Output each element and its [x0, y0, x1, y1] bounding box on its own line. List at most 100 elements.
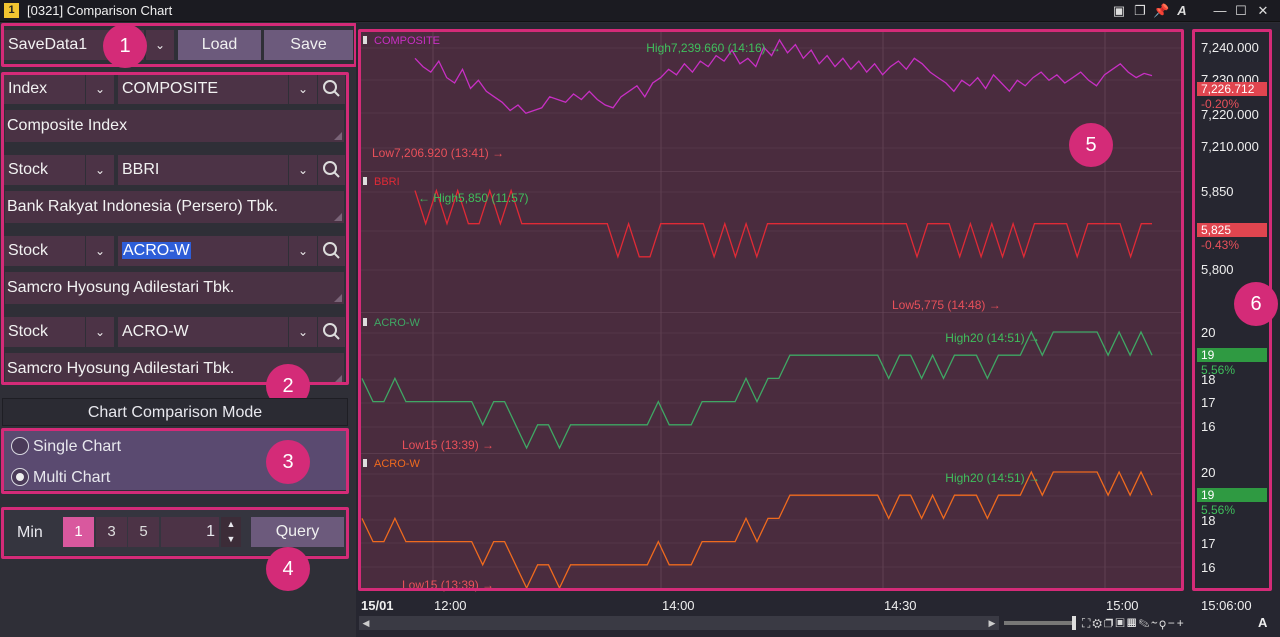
chart-pane-bg: [360, 454, 1182, 589]
interval-1-button[interactable]: 1: [63, 517, 94, 547]
min-label: Min: [17, 524, 43, 541]
y-tick: 17: [1201, 536, 1216, 551]
chevron-down-icon: ⌄: [154, 38, 166, 52]
x-tick: 12:00: [434, 598, 467, 613]
scroll-left-icon[interactable]: ◀: [362, 618, 370, 628]
multi-chart-label[interactable]: Multi Chart: [33, 469, 111, 486]
layout-icon[interactable]: ▣: [1112, 3, 1126, 18]
search-button-4[interactable]: [318, 317, 345, 347]
type-dropdown-1[interactable]: ⌄: [86, 74, 114, 104]
y-tick: 7,240.000: [1201, 40, 1259, 55]
name-display-2: Bank Rakyat Indonesia (Persero) Tbk.: [5, 191, 344, 223]
zoom-slider[interactable]: [1004, 621, 1074, 625]
type-select-2[interactable]: Stock: [4, 155, 85, 185]
window-title: [0321] Comparison Chart: [27, 3, 173, 18]
chevron-down-icon: ⌄: [94, 244, 106, 258]
x-tick: 15:00: [1106, 598, 1139, 613]
save-button[interactable]: Save: [264, 30, 353, 60]
pane-label-marker: [363, 177, 367, 185]
maximize-icon[interactable]: ☐: [1235, 3, 1247, 18]
chevron-down-icon: ⌄: [297, 82, 309, 96]
y-tick: 5,800: [1201, 262, 1234, 277]
search-button-2[interactable]: [318, 155, 345, 185]
high-annotation: High7,239.660 (14:16) →: [646, 41, 781, 55]
y-tick: 16: [1201, 419, 1216, 434]
single-chart-label[interactable]: Single Chart: [33, 438, 122, 455]
code-dropdown-1[interactable]: ⌄: [289, 74, 317, 104]
cursor-time-label: 15:06:00: [1201, 598, 1252, 613]
change-pct-acro-1: 5.56%: [1201, 363, 1236, 377]
pane-label-marker: [363, 318, 367, 326]
chevron-down-icon: ⌄: [94, 325, 106, 339]
type-select-4[interactable]: Stock: [4, 317, 85, 347]
close-icon[interactable]: ✕: [1257, 3, 1269, 18]
highlight-2: [1, 72, 349, 385]
pane-label: ACRO-W: [374, 317, 420, 329]
minimize-icon[interactable]: —: [1213, 3, 1227, 18]
code-dropdown-2[interactable]: ⌄: [289, 155, 317, 185]
x-tick: 14:30: [884, 598, 917, 613]
multi-chart-radio[interactable]: [11, 468, 29, 486]
code-dropdown-4[interactable]: ⌄: [289, 317, 317, 347]
code-input-4[interactable]: ACRO-W: [118, 317, 288, 347]
highlight-4: [1, 507, 349, 559]
series-line-2: [361, 330, 1153, 450]
highlight-3: [1, 428, 349, 494]
change-pct-composite: -0.20%: [1201, 97, 1240, 111]
search-button-1[interactable]: [318, 74, 345, 104]
font-icon[interactable]: A: [1177, 3, 1187, 18]
stepper-down-icon[interactable]: ▼: [221, 532, 241, 547]
search-button-3[interactable]: [318, 236, 345, 266]
low-annotation: Low15 (13:39) →: [402, 438, 494, 452]
high-annotation: ← High5,850 (11:57): [418, 191, 529, 205]
highlight-5: [358, 29, 1184, 591]
code-input-3[interactable]: ACRO-W: [118, 236, 288, 266]
y-tick: 17: [1201, 395, 1216, 410]
scroll-right-icon[interactable]: ▶: [988, 618, 996, 628]
code-dropdown-3[interactable]: ⌄: [289, 236, 317, 266]
chevron-down-icon: ⌄: [297, 163, 309, 177]
interval-3-button[interactable]: 3: [96, 517, 127, 547]
count-input[interactable]: 1: [161, 517, 219, 547]
preset-dropdown-button[interactable]: ⌄: [146, 30, 174, 60]
change-pct-acro-2: 5.56%: [1201, 503, 1236, 517]
series-line-3: [361, 470, 1153, 590]
chart-pane-bg: [360, 313, 1182, 454]
y-tick: 7,220.000: [1201, 107, 1259, 122]
type-dropdown-4[interactable]: ⌄: [86, 317, 114, 347]
y-tick: 20: [1201, 325, 1216, 340]
load-button[interactable]: Load: [178, 30, 261, 60]
single-chart-radio[interactable]: [11, 437, 29, 455]
horizontal-scrollbar[interactable]: [359, 616, 999, 630]
last-price-box-acro-1: 19: [1197, 348, 1267, 362]
callout-badge-6: 6: [1234, 282, 1278, 326]
font-size-button[interactable]: A: [1258, 615, 1268, 630]
pane-label: COMPOSITE: [374, 35, 440, 47]
type-select-3[interactable]: Stock: [4, 236, 85, 266]
type-dropdown-2[interactable]: ⌄: [86, 155, 114, 185]
search-icon: [323, 161, 340, 178]
chart-tools-icons[interactable]: ⛶⚙❐▣▦✎⁓⚲−+: [1082, 616, 1186, 630]
series-line-0: [414, 38, 1153, 115]
zoom-slider-handle[interactable]: [1072, 616, 1076, 630]
chevron-down-icon: ⌄: [297, 325, 309, 339]
query-button[interactable]: Query: [251, 517, 344, 547]
type-select-1[interactable]: Index: [4, 74, 85, 104]
y-tick: 18: [1201, 513, 1216, 528]
title-bar: 1 [0321] Comparison Chart ▣ ❐ 📌 A — ☐ ✕: [0, 0, 1280, 22]
type-dropdown-3[interactable]: ⌄: [86, 236, 114, 266]
y-tick: 16: [1201, 560, 1216, 575]
name-display-1: Composite Index: [5, 110, 344, 142]
radio-selected-dot: [16, 473, 24, 481]
code-input-1[interactable]: COMPOSITE: [118, 74, 288, 104]
code-input-2[interactable]: BBRI: [118, 155, 288, 185]
search-icon: [323, 80, 340, 97]
stepper-up-icon[interactable]: ▲: [221, 517, 241, 532]
pin-icon[interactable]: 📌: [1153, 3, 1170, 18]
callout-badge-1: 1: [103, 24, 147, 68]
pane-label: ACRO-W: [374, 458, 420, 470]
copy-window-icon[interactable]: ❐: [1134, 3, 1146, 18]
chevron-down-icon: ⌄: [297, 244, 309, 258]
interval-5-button[interactable]: 5: [128, 517, 159, 547]
